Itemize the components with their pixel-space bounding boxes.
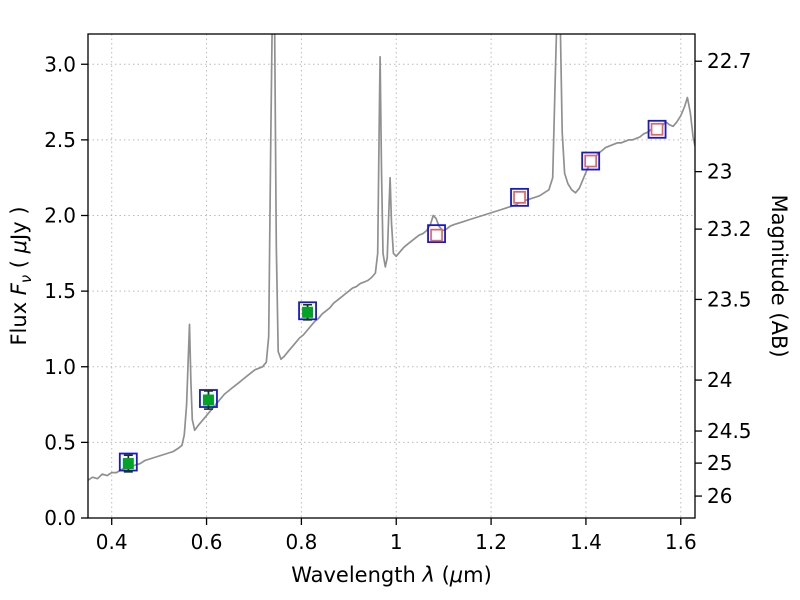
observed-photometry-green [122, 303, 314, 473]
observed-photometry-open [430, 122, 664, 242]
x-tick-label: 0.4 [96, 530, 128, 554]
observed-square-open [584, 154, 598, 168]
y-right-tick-label: 24 [707, 368, 732, 392]
y-left-tick-label: 0.0 [44, 506, 76, 530]
y-right-tick-label: 22.7 [707, 49, 752, 73]
y-right-tick-label: 23.5 [707, 287, 752, 311]
x-axis-label: Wavelength λ (μm) [291, 563, 492, 587]
x-tick-label: 1 [390, 530, 403, 554]
y-left-tick-label: 0.5 [44, 430, 76, 454]
x-tick-label: 1.6 [665, 530, 697, 554]
observed-square-open [650, 122, 664, 136]
observed-square-green [122, 458, 134, 470]
model-square [581, 151, 601, 171]
y-left-tick-label: 1.0 [44, 355, 76, 379]
observed-square-green [302, 306, 314, 318]
x-tick-label: 1.4 [570, 530, 602, 554]
y-axis-label-right: Magnitude (AB) [767, 194, 791, 357]
gridlines [88, 34, 695, 519]
galaxy-spectrum-line [88, 34, 695, 481]
x-tick-label: 1.2 [475, 530, 507, 554]
y-right-tick-label: 23.2 [707, 217, 752, 241]
axes: 0.4 0.6 0.8 1 1.2 1.4 1.6 0.0 0.5 1.0 1.5 2.0 2.5 3.0… [44, 49, 751, 554]
model-square [427, 224, 446, 244]
y-right-tick-label: 23 [707, 160, 732, 184]
y-left-tick-label: 3.0 [44, 52, 76, 76]
model-photometry-squares [118, 119, 667, 472]
y-left-tick-label: 2.0 [44, 204, 76, 228]
model-square [510, 187, 529, 207]
y-right-tick-label: 24.5 [707, 419, 752, 443]
plot-frame [87, 33, 696, 519]
x-tick-label: 0.6 [191, 530, 223, 554]
model-square [647, 119, 667, 139]
y-left-tick-label: 2.5 [44, 128, 76, 152]
y-right-tick-label: 25 [707, 451, 732, 475]
x-tick-label: 0.8 [285, 530, 317, 554]
observed-square-open [430, 228, 443, 242]
observed-square-open [513, 191, 526, 204]
y-axis-label-left: Flux Fν ( μJy ) [7, 206, 35, 345]
y-left-tick-label: 1.5 [44, 279, 76, 303]
y-right-tick-label: 26 [707, 484, 732, 508]
observed-square-green [202, 394, 214, 406]
